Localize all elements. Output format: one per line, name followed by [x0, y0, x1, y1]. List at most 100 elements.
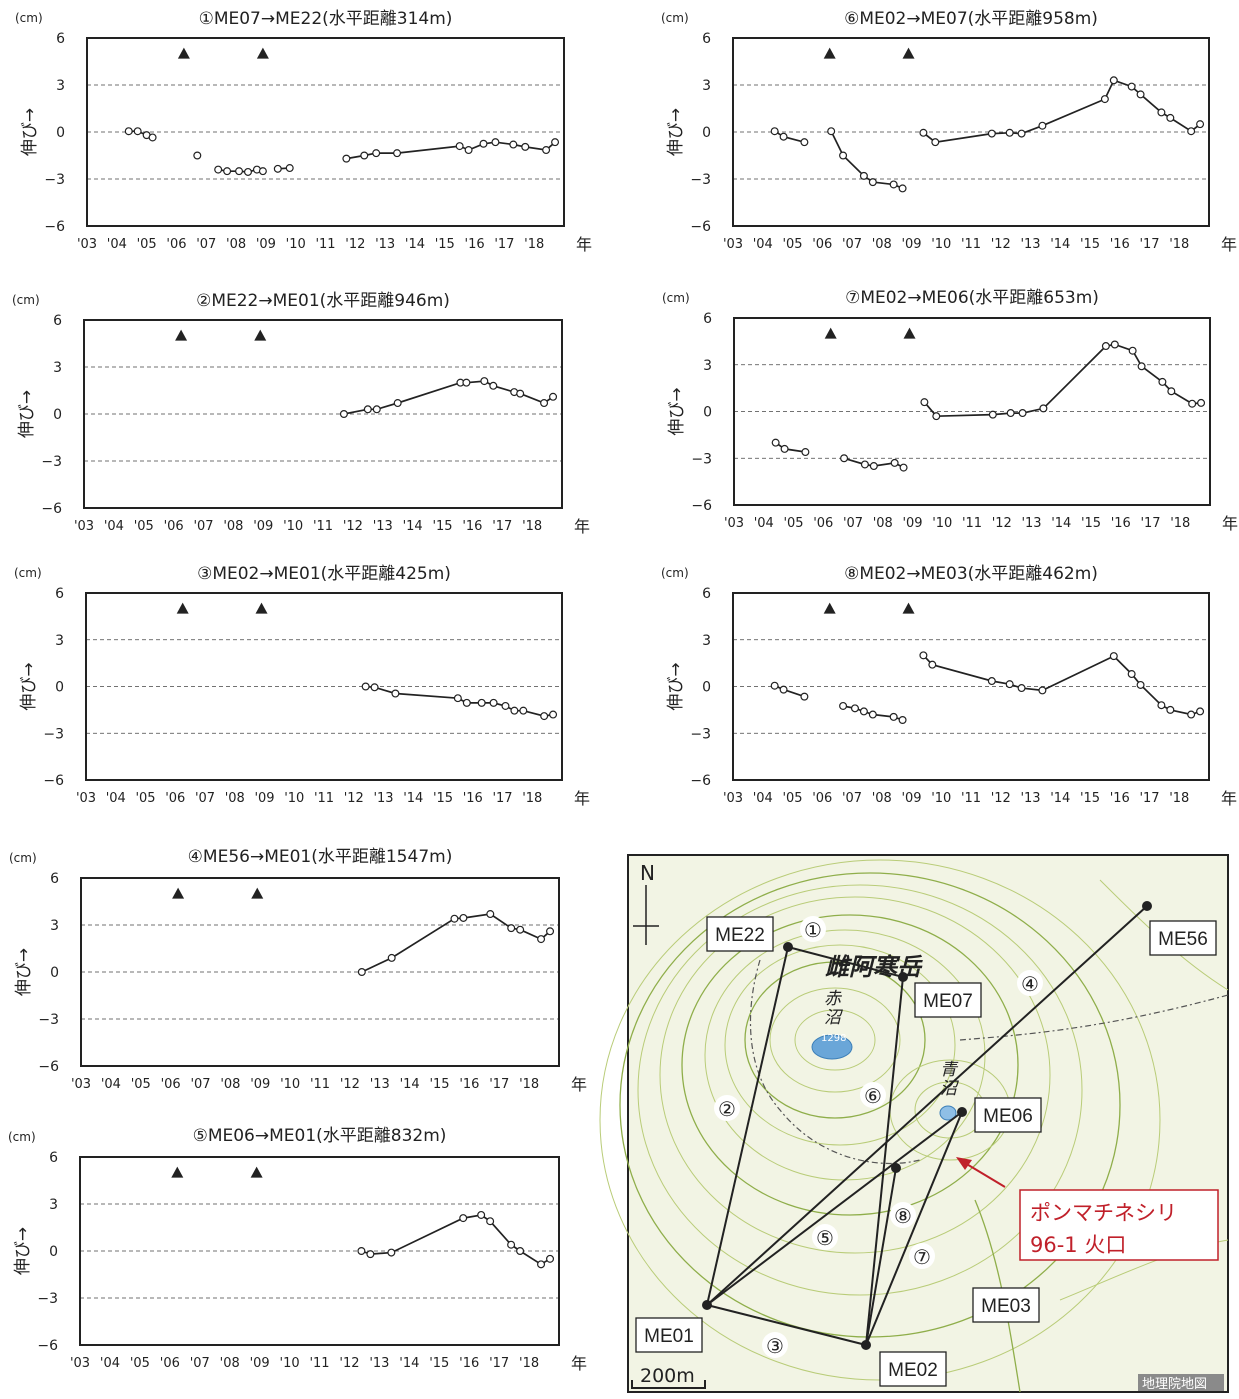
y-tick-label: −3 — [43, 726, 64, 742]
x-tick-label: '07 — [842, 237, 862, 252]
x-tick-label: '14 — [400, 1077, 420, 1092]
baseline-label-bg — [860, 1082, 886, 1108]
data-point — [780, 444, 789, 453]
baseline-lines — [706, 905, 1148, 1346]
data-point — [549, 392, 558, 401]
x-unit: 年 — [574, 517, 590, 536]
y-unit: (cm) — [661, 566, 689, 580]
y-tick-label: −6 — [44, 219, 65, 235]
y-tick-label: −6 — [690, 219, 711, 235]
x-tick-label: '09 — [901, 237, 921, 252]
x-tick-label: '04 — [100, 1356, 120, 1371]
baseline-label-bg — [890, 1202, 916, 1228]
baseline-label-bg — [909, 1243, 935, 1269]
baseline-label: ① — [804, 918, 822, 942]
y-tick-label: −6 — [41, 501, 62, 517]
event-marker — [902, 47, 915, 59]
baseline-label: ⑦ — [913, 1245, 931, 1269]
x-tick-label: '11 — [310, 1077, 330, 1092]
x-tick-label: '06 — [812, 791, 832, 806]
x-tick-label: '14 — [405, 237, 425, 252]
x-tick-label: '08 — [220, 1356, 240, 1371]
data-point — [357, 967, 366, 976]
data-point — [928, 660, 937, 669]
chart-panel-3: ③ME02→ME01(水平距離425m) (cm) 伸び→ 6 3 0 −3 −6 '03 '04… — [14, 564, 590, 808]
x-tick-label: '10 — [931, 791, 951, 806]
event-marker — [251, 887, 264, 899]
plot-frame — [85, 592, 563, 781]
station-point — [898, 972, 908, 982]
x-tick-label: '10 — [286, 237, 306, 252]
event-marker — [824, 327, 837, 339]
data-point — [987, 129, 996, 138]
data-point — [540, 399, 549, 408]
data-point — [519, 706, 528, 715]
x-tick-label: '03 — [71, 1077, 91, 1092]
x-tick-label: '08 — [872, 791, 892, 806]
x-tick-label: '15 — [429, 1356, 449, 1371]
data-point — [868, 710, 877, 719]
x-tick-label: '10 — [283, 519, 303, 534]
chart-panel-2: ②ME22→ME01(水平距離946m) (cm) 伸び→ 6 3 0 −3 −6 '03 '04… — [12, 291, 590, 536]
data-point — [919, 651, 928, 660]
data-point — [258, 167, 267, 176]
x-tick-label: '03 — [723, 791, 743, 806]
y-tick-label: −3 — [44, 172, 65, 188]
data-point — [889, 712, 898, 721]
stations: ME22 ME07 ME56 ME06 ME03 ME01 ME02 — [635, 901, 1217, 1387]
chart-panel-4: ④ME56→ME01(水平距離1547m) (cm) 伸び→ 6 3 0 −3 −6 '03 '0… — [9, 847, 587, 1094]
data-point — [839, 701, 848, 710]
station-box — [1149, 920, 1217, 956]
y-tick-label: −3 — [38, 1012, 59, 1028]
station-box — [914, 982, 982, 1018]
station-box — [974, 1097, 1042, 1133]
x-unit: 年 — [1221, 235, 1237, 254]
x-tick-label: '11 — [962, 516, 982, 531]
y-tick-label: 6 — [55, 586, 64, 602]
baseline-label: ⑧ — [894, 1204, 912, 1228]
x-tick-label: '04 — [753, 791, 773, 806]
y-tick-label: 3 — [56, 78, 65, 94]
x-tick-label: '07 — [190, 1077, 210, 1092]
data-point — [510, 706, 519, 715]
x-tick-label: '14 — [1051, 516, 1071, 531]
y-axis-label: 伸び→ — [17, 390, 37, 438]
data-point — [477, 1210, 486, 1219]
x-tick-label: '13 — [369, 1356, 389, 1371]
data-point — [486, 1217, 495, 1226]
y-tick-label: −6 — [37, 1338, 58, 1354]
x-unit: 年 — [571, 1354, 587, 1373]
data-point — [464, 146, 473, 155]
data-point — [801, 448, 810, 457]
x-unit: 年 — [1221, 789, 1237, 808]
data-point — [455, 142, 464, 151]
station-point — [861, 1340, 871, 1350]
x-tick-label: '11 — [961, 791, 981, 806]
x-tick-label: '18 — [1169, 791, 1189, 806]
crater-label-box — [1019, 1189, 1219, 1261]
data-point — [899, 463, 908, 472]
event-marker — [177, 47, 190, 59]
y-unit: (cm) — [9, 851, 37, 865]
plot-frame — [79, 1156, 560, 1346]
baseline-2 — [706, 946, 789, 1306]
x-tick-label: '09 — [256, 237, 276, 252]
series-segment — [774, 684, 805, 698]
data-point — [1017, 684, 1026, 693]
data-point — [459, 913, 468, 922]
baseline-label-bg — [800, 916, 826, 942]
y-tick-label: 6 — [702, 586, 711, 602]
y-tick-label: −3 — [41, 454, 62, 470]
data-point — [1006, 409, 1015, 418]
y-unit: (cm) — [12, 293, 40, 307]
data-point — [1039, 404, 1048, 413]
x-tick-label: '05 — [135, 791, 155, 806]
x-tick-label: '12 — [340, 1077, 360, 1092]
y-tick-label: −3 — [37, 1291, 58, 1307]
station-point — [702, 1300, 712, 1310]
data-point — [537, 935, 546, 944]
data-point — [124, 127, 133, 136]
baseline-number-labels: ① ② ③ ④ ⑤ ⑥ ⑦⑧ — [714, 916, 1043, 1358]
x-tick-label: '04 — [106, 791, 126, 806]
event-marker — [250, 1166, 263, 1178]
